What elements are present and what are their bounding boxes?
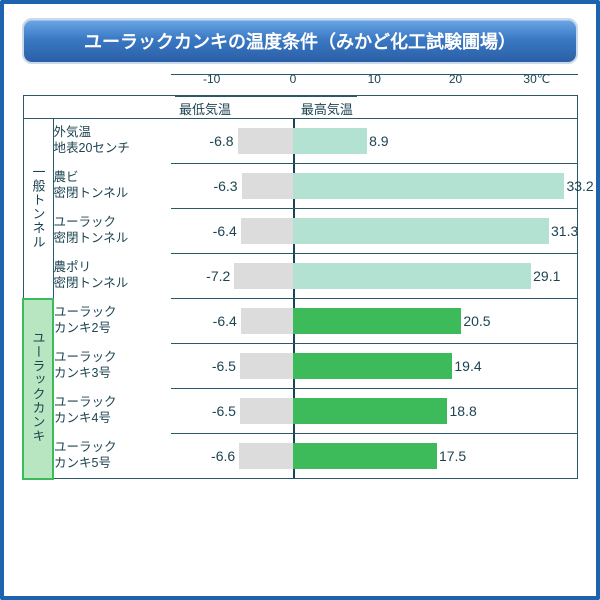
bar-low: [241, 308, 295, 334]
value-high: 17.5: [439, 448, 466, 464]
row-label-l1: 外気温: [54, 125, 92, 139]
row-label: ユーラックカンキ5号: [53, 434, 171, 479]
row-label: 農ビ密閉トンネル: [53, 164, 171, 209]
row-label-l1: ユーラック: [54, 395, 117, 409]
data-row: ユーラック密閉トンネル -6.4 31.3: [23, 209, 578, 254]
axis-row: -10 0 10 20 30℃: [23, 75, 578, 96]
row-label: ユーラック密閉トンネル: [53, 209, 171, 254]
bar-low: [240, 398, 295, 424]
row-label-l1: ユーラック: [54, 215, 117, 229]
data-row: ユーラックカンキ5号 -6.6 17.5: [23, 434, 578, 479]
bar-low: [241, 218, 295, 244]
bar-high: [293, 398, 448, 424]
axis-scale: -10 0 10 20 30℃: [171, 75, 578, 96]
bar-low: [240, 353, 295, 379]
value-low: -6.5: [212, 358, 236, 374]
data-row: 農ビ密閉トンネル-6.333.2: [23, 164, 578, 209]
bar-high: [293, 173, 565, 199]
row-label: ユーラックカンキ3号: [53, 344, 171, 389]
value-high: 29.1: [533, 268, 560, 284]
row-label-l2: 密閉トンネル: [54, 276, 129, 290]
row-label-l1: ユーラック: [54, 350, 117, 364]
bar-low: [234, 263, 294, 289]
value-low: -6.8: [209, 133, 233, 149]
plot-cell: -6.5 18.8: [171, 389, 578, 434]
axis-tick: 20: [449, 72, 462, 86]
title-text: ユーラックカンキの温度条件（みかど化工試験圃場）: [84, 32, 516, 52]
bar-high: [293, 218, 549, 244]
value-high: 8.9: [369, 133, 388, 149]
value-low: -6.4: [213, 223, 237, 239]
data-row: ユーラックカンキユーラックカンキ2号-6.420.5: [23, 299, 578, 344]
data-row: ユーラックカンキ4号 -6.5 18.8: [23, 389, 578, 434]
value-high: 18.8: [450, 403, 477, 419]
plot-cell: -6.8 8.9: [171, 119, 578, 164]
header-low-label: 最低気温: [175, 96, 301, 120]
row-label-l2: カンキ2号: [54, 321, 111, 335]
row-label-l1: 農ビ: [54, 170, 79, 184]
header-high-label: 最高気温: [297, 96, 357, 120]
bar-high: [293, 308, 461, 334]
axis-tick: 30℃: [523, 72, 550, 86]
value-high: 31.3: [551, 223, 578, 239]
axis-header-row: 最低気温 最高気温: [23, 96, 578, 119]
row-label-l1: ユーラック: [54, 305, 117, 319]
value-low: -6.3: [213, 178, 237, 194]
plot-cell: -6.5 19.4: [171, 344, 578, 389]
plot-cell: -6.4 20.5: [171, 299, 578, 344]
row-label-l1: 農ポリ: [54, 260, 92, 274]
bar-high: [293, 353, 453, 379]
row-label: 農ポリ密閉トンネル: [53, 254, 171, 299]
group-label: 一般トンネル: [23, 119, 53, 299]
bar-low: [239, 443, 295, 469]
value-high: 33.2: [566, 178, 593, 194]
value-low: -6.6: [211, 448, 235, 464]
axis-tick: -10: [203, 72, 220, 86]
data-row: ユーラックカンキ3号 -6.5 19.4: [23, 344, 578, 389]
bar-high: [293, 128, 367, 154]
row-label-l2: カンキ4号: [54, 411, 111, 425]
bar-high: [293, 443, 437, 469]
value-high: 20.5: [463, 313, 490, 329]
row-label-l2: 密閉トンネル: [54, 186, 129, 200]
row-label-l2: 地表20センチ: [54, 141, 130, 155]
row-label-l2: カンキ5号: [54, 456, 111, 470]
row-label-l2: カンキ3号: [54, 366, 111, 380]
axis-tick: 10: [368, 72, 381, 86]
data-row: 一般トンネル外気温地表20センチ-6.88.9: [23, 119, 578, 164]
bar-high: [293, 263, 531, 289]
axis-header: 最低気温 最高気温: [171, 96, 578, 119]
slide-frame: ユーラックカンキの温度条件（みかど化工試験圃場） -10 0 10 20 30℃ 最低気…: [0, 0, 600, 600]
plot-cell: -7.2 29.1: [171, 254, 578, 299]
value-low: -6.4: [213, 313, 237, 329]
group-label-text: 一般トンネル: [29, 165, 48, 249]
axis-tick: 0: [290, 72, 297, 86]
plot-cell: -6.4 31.3: [171, 209, 578, 254]
row-label-l1: ユーラック: [54, 440, 117, 454]
value-high: 19.4: [454, 358, 481, 374]
plot-cell: -6.333.2: [171, 164, 578, 209]
group-label-text: ユーラックカンキ: [29, 331, 48, 443]
bar-low: [238, 128, 295, 154]
plot-cell: -6.6 17.5: [171, 434, 578, 479]
chart-table: -100102030℃ 最低気温 最高気温 一般トンネル外気温地表20センチ-6…: [22, 74, 578, 480]
bar-low: [242, 173, 295, 199]
group-label: ユーラックカンキ: [23, 299, 53, 479]
title-bar: ユーラックカンキの温度条件（みかど化工試験圃場）: [22, 18, 578, 64]
chart: -100102030℃ 最低気温 最高気温 一般トンネル外気温地表20センチ-6…: [22, 74, 578, 480]
row-label: ユーラックカンキ2号: [53, 299, 171, 344]
value-low: -6.5: [212, 403, 236, 419]
value-low: -7.2: [206, 268, 230, 284]
row-label: ユーラックカンキ4号: [53, 389, 171, 434]
row-label: 外気温地表20センチ: [53, 119, 171, 164]
row-label-l2: 密閉トンネル: [54, 231, 129, 245]
data-row: 農ポリ密閉トンネル -7.2 29.1: [23, 254, 578, 299]
